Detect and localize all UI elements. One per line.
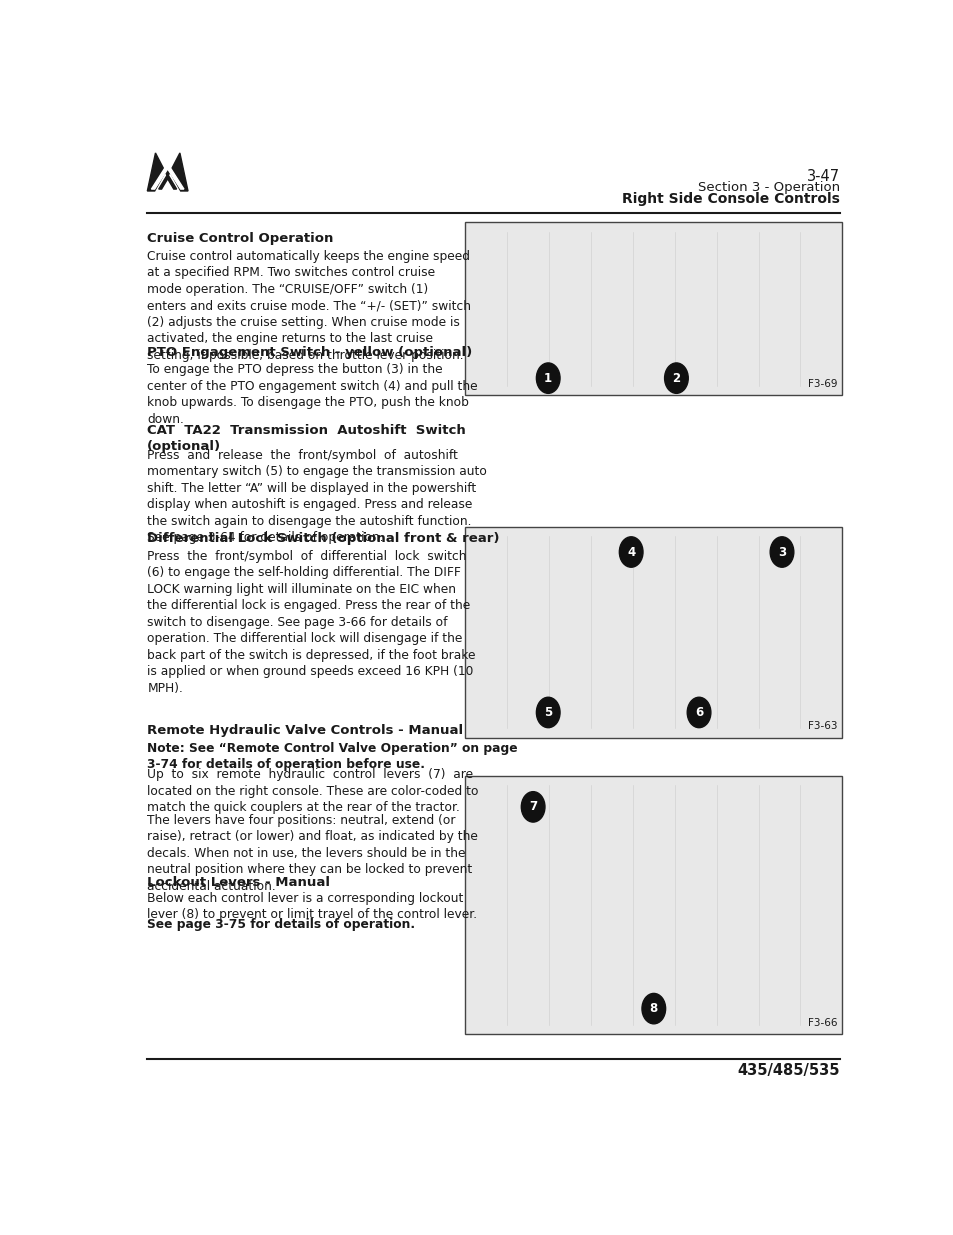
Text: F3-66: F3-66	[807, 1018, 837, 1028]
Text: To engage the PTO depress the button (3) in the
center of the PTO engagement swi: To engage the PTO depress the button (3)…	[147, 363, 477, 426]
Text: 1: 1	[543, 372, 552, 384]
Text: 2: 2	[672, 372, 679, 384]
FancyBboxPatch shape	[465, 526, 841, 737]
Text: Right Side Console Controls: Right Side Console Controls	[621, 191, 840, 206]
Polygon shape	[158, 174, 176, 189]
Text: Remote Hydraulic Valve Controls - Manual: Remote Hydraulic Valve Controls - Manual	[147, 725, 463, 737]
Text: Note: See “Remote Control Valve Operation” on page
3-74 for details of operation: Note: See “Remote Control Valve Operatio…	[147, 741, 517, 771]
FancyBboxPatch shape	[465, 776, 841, 1035]
Text: 7: 7	[529, 800, 537, 814]
Text: CAT  TA22  Transmission  Autoshift  Switch
(optional): CAT TA22 Transmission Autoshift Switch (…	[147, 424, 466, 453]
Text: Lockout Levers - Manual: Lockout Levers - Manual	[147, 876, 330, 889]
Circle shape	[520, 792, 544, 823]
Circle shape	[686, 698, 710, 727]
Text: Up  to  six  remote  hydraulic  control  levers  (7)  are
located on the right c: Up to six remote hydraulic control lever…	[147, 768, 478, 814]
Text: Below each control lever is a corresponding lockout
lever (8) to prevent or limi: Below each control lever is a correspond…	[147, 892, 476, 921]
Text: 6: 6	[694, 706, 702, 719]
Circle shape	[664, 363, 687, 394]
Text: See page 3-75 for details of operation.: See page 3-75 for details of operation.	[147, 919, 416, 931]
Text: 435/485/535: 435/485/535	[737, 1063, 840, 1078]
Text: PTO Engagement Switch - yellow (optional): PTO Engagement Switch - yellow (optional…	[147, 346, 472, 359]
Text: 3-47: 3-47	[806, 169, 840, 184]
Text: Differential Lock Switch (optional front & rear): Differential Lock Switch (optional front…	[147, 532, 499, 546]
Text: 5: 5	[543, 706, 552, 719]
Text: Press  the  front/symbol  of  differential  lock  switch
(6) to engage the self-: Press the front/symbol of differential l…	[147, 550, 476, 694]
Circle shape	[641, 993, 665, 1024]
Text: F3-63: F3-63	[807, 721, 837, 731]
Circle shape	[769, 537, 793, 567]
FancyBboxPatch shape	[465, 222, 841, 395]
Text: 3: 3	[777, 546, 785, 558]
Circle shape	[536, 698, 559, 727]
Text: Section 3 - Operation: Section 3 - Operation	[698, 180, 840, 194]
Circle shape	[536, 363, 559, 394]
Text: 8: 8	[649, 1002, 658, 1015]
Text: Press  and  release  the  front/symbol  of  autoshift
momentary switch (5) to en: Press and release the front/symbol of au…	[147, 448, 487, 545]
Text: 4: 4	[626, 546, 635, 558]
Text: F3-69: F3-69	[807, 379, 837, 389]
Polygon shape	[147, 153, 188, 191]
Text: Cruise control automatically keeps the engine speed
at a specified RPM. Two swit: Cruise control automatically keeps the e…	[147, 249, 471, 362]
Text: The levers have four positions: neutral, extend (or
raise), retract (or lower) a: The levers have four positions: neutral,…	[147, 814, 477, 893]
Circle shape	[618, 537, 642, 567]
Text: Cruise Control Operation: Cruise Control Operation	[147, 232, 334, 245]
Polygon shape	[152, 163, 184, 189]
